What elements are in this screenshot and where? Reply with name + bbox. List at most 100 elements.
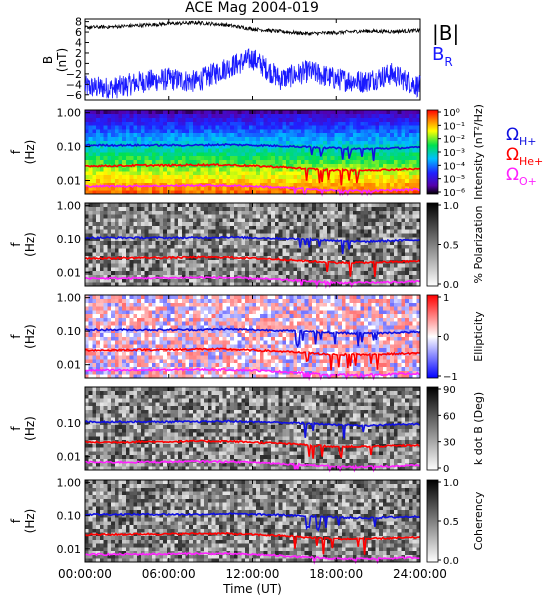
spectrogram-cell: [125, 203, 130, 208]
spectrogram-cell: [233, 225, 238, 230]
spectrogram-cell: [200, 362, 205, 367]
spectrogram-cell: [282, 255, 287, 260]
spectrogram-cell: [289, 171, 294, 176]
spectrogram-cell: [114, 359, 119, 364]
spectrogram-cell: [174, 359, 179, 364]
spectrogram-cell: [163, 210, 168, 215]
spectrogram-cell: [140, 282, 145, 287]
spectrogram-cell: [412, 366, 417, 371]
spectrogram-cell: [111, 359, 116, 364]
spectrogram-cell: [367, 206, 372, 211]
spectrogram-cell: [293, 244, 298, 249]
spectrogram-cell: [315, 278, 320, 283]
spectrogram-cell: [382, 282, 387, 287]
spectrogram-cell: [222, 182, 227, 187]
spectrogram-cell: [338, 248, 343, 253]
spectrogram-cell: [233, 110, 238, 115]
series-he-plus-line: [84, 255, 421, 277]
spectrogram-cell: [159, 278, 164, 283]
spectrogram-cell: [107, 159, 112, 164]
spectrogram-cell: [200, 340, 205, 345]
spectrogram-cell: [393, 117, 398, 122]
spectrogram-cell: [245, 125, 250, 130]
spectrogram-cell: [207, 233, 212, 238]
spectrogram-cell: [152, 140, 157, 145]
spectrogram-cell: [155, 221, 160, 226]
spectrogram-cell: [286, 347, 291, 352]
spectrogram-cell: [397, 174, 402, 180]
spectrogram-cell: [297, 267, 302, 272]
spectrogram-cell: [274, 113, 279, 118]
spectrogram-cell: [386, 121, 391, 126]
spectrogram-cell: [286, 214, 291, 219]
spectrogram-cell: [315, 362, 320, 367]
spectrogram-cell: [326, 340, 331, 345]
spectrogram-cell: [196, 355, 201, 360]
spectrogram-cell: [111, 214, 116, 219]
spectrogram-cell: [204, 351, 209, 356]
spectrogram-cell: [125, 132, 130, 138]
spectrogram-cell: [312, 190, 317, 195]
spectrogram-cell: [148, 359, 153, 364]
spectrogram-cell: [163, 282, 168, 287]
spectrogram-cell: [99, 240, 104, 245]
spectrogram-cell: [181, 278, 186, 283]
spectrogram-cell: [222, 203, 227, 208]
spectrogram-cell: [189, 270, 194, 275]
spectrogram-cell: [163, 359, 168, 364]
spectrogram-cell: [252, 282, 257, 287]
spectrogram-cell: [252, 270, 257, 275]
spectrogram-cell: [111, 370, 116, 375]
spectrogram-cell: [312, 274, 317, 279]
spectrogram-cell: [159, 129, 164, 134]
spectrogram-cell: [88, 110, 93, 115]
spectrogram-cell: [155, 259, 160, 264]
spectrogram-cell: [393, 186, 398, 191]
spectrogram-cell: [237, 355, 242, 360]
spectrogram-cell: [360, 121, 365, 126]
spectrogram-cell: [215, 252, 220, 257]
spectrogram-cell: [345, 182, 350, 187]
spectrogram-cell: [204, 155, 209, 160]
spectrogram-cell: [222, 340, 227, 345]
spectrogram-cell: [259, 152, 264, 157]
spectrogram-cell: [174, 362, 179, 367]
spectrogram-cell: [319, 140, 324, 145]
spectrogram-cell: [107, 240, 112, 245]
spectrogram-cell: [326, 206, 331, 211]
spectrogram-cell: [390, 229, 395, 234]
spectrogram-cell: [267, 113, 272, 118]
spectrogram-cell: [330, 121, 335, 126]
spectrogram-cell: [170, 110, 175, 115]
spectrogram-cell: [293, 125, 298, 130]
spectrogram-cell: [103, 263, 108, 268]
spectrogram-cell: [170, 340, 175, 345]
spectrogram-cell: [297, 355, 302, 360]
spectrogram-cell: [271, 225, 276, 230]
spectrogram-cell: [263, 144, 268, 149]
spectrogram-cell: [300, 263, 305, 268]
spectrogram-cell: [122, 252, 127, 257]
spectrogram-cell: [323, 136, 328, 141]
spectrogram-cell: [315, 374, 320, 379]
spectrogram-cell: [308, 110, 313, 115]
spectrogram-cell: [401, 125, 406, 130]
spectrogram-cell: [278, 336, 283, 341]
spectrogram-cell: [319, 121, 324, 126]
spectrogram-cell: [166, 148, 171, 153]
spectrogram-cell: [390, 274, 395, 279]
spectrogram-cell: [345, 110, 350, 115]
spectrogram-cell: [129, 244, 134, 249]
spectrogram-cell: [207, 129, 212, 134]
spectrogram-cell: [118, 233, 123, 238]
spectrogram-cell: [416, 282, 421, 287]
spectrogram-cell: [125, 171, 130, 176]
spectrogram-cell: [192, 121, 197, 126]
spectrogram-cell: [133, 270, 138, 275]
spectrogram-cell: [96, 270, 101, 275]
spectrogram-cell: [267, 233, 272, 238]
spectrogram-cell: [204, 144, 209, 149]
spectrogram-cell: [85, 129, 90, 134]
spectrogram-cell: [248, 144, 253, 149]
spectrogram-cell: [300, 129, 305, 134]
